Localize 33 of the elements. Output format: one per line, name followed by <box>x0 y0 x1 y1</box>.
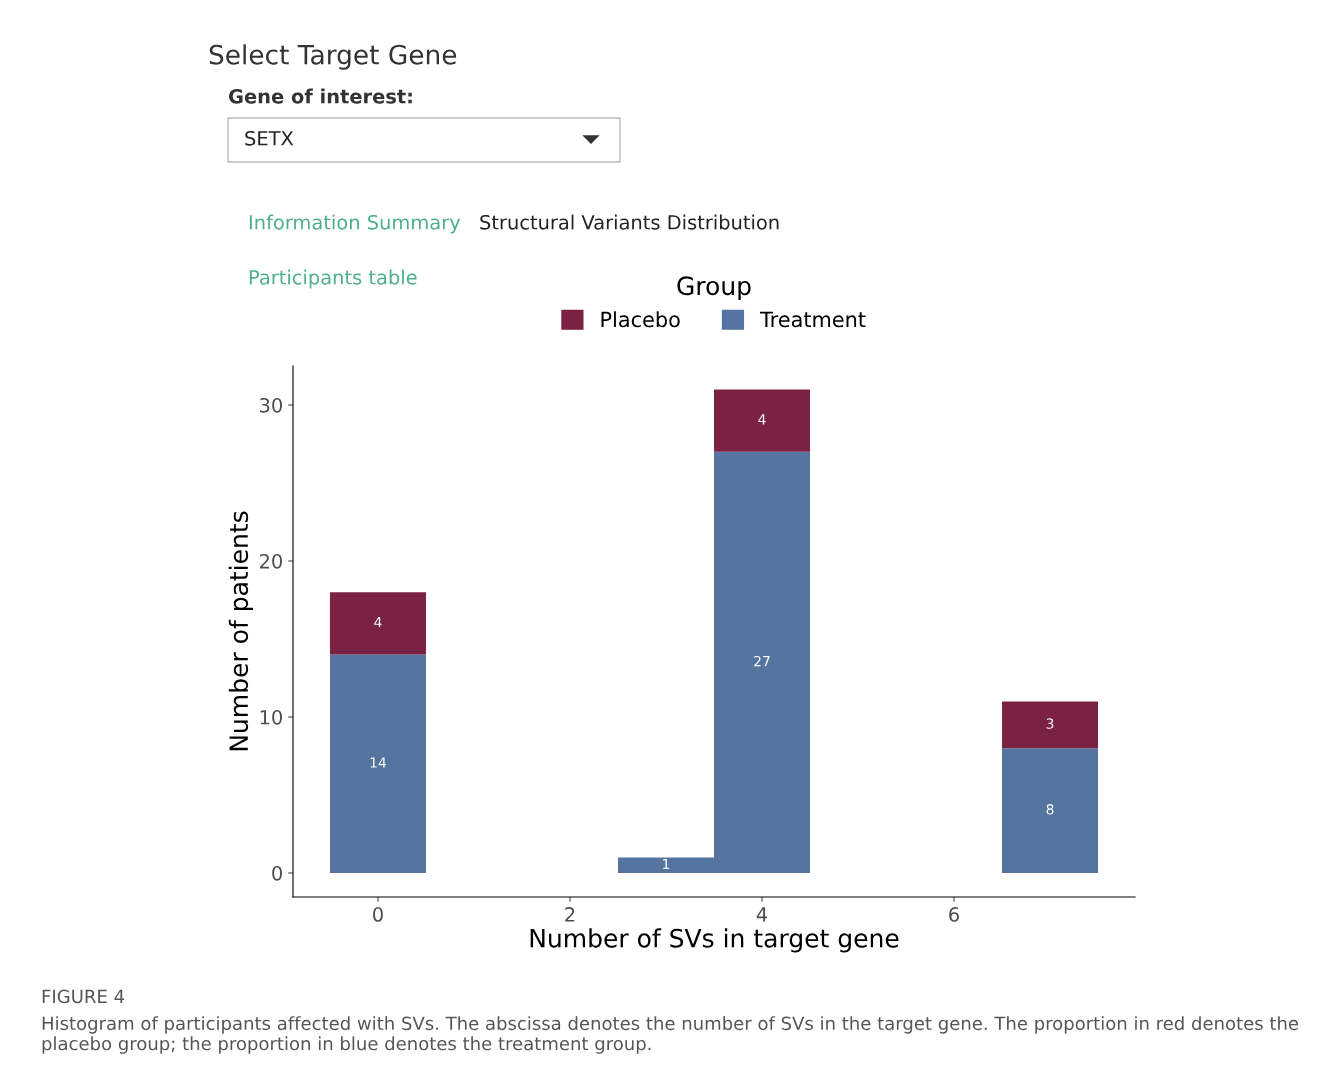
text: Structural Variants Distribution <box>480 214 779 230</box>
y-axis-title: Number of patients <box>228 511 253 751</box>
data-label: 1 <box>663 858 670 870</box>
legend-label: Treatment <box>759 311 866 328</box>
y-tick-label: 20 <box>259 553 282 569</box>
y-tick-label: 10 <box>260 709 282 725</box>
x-axis-title: Number of SVs in target gene <box>530 928 899 953</box>
legend-label: Placebo <box>601 311 680 328</box>
text: SETX <box>245 130 294 146</box>
data-label: 8 <box>1046 804 1054 815</box>
caption: FIGURE 4 <box>42 989 125 1004</box>
x-tick-label: 0 <box>373 907 383 922</box>
y-tick-label: 0 <box>272 865 282 881</box>
data-label: 27 <box>754 655 770 667</box>
text: Histogram of participants affected with SVs. The abscissa denotes the number of SVs in the target gene. The proportion in red denotes the placebo group; the proportion in blue denotes the treatment group. <box>42 1016 1299 1054</box>
data-label: 4 <box>758 414 766 425</box>
bar <box>1002 701 1099 749</box>
text: Information Summary <box>249 214 461 234</box>
x-tick-label: 4 <box>756 907 768 922</box>
data-label: 4 <box>374 617 382 628</box>
bar <box>714 389 811 452</box>
x-tick-label: 2 <box>565 907 575 922</box>
bar <box>1002 748 1099 873</box>
x-tick-label: 6 <box>949 907 959 922</box>
bar <box>329 592 426 655</box>
y-tick-label: 30 <box>260 397 282 413</box>
bar <box>329 654 426 873</box>
data-label: 3 <box>1046 718 1054 729</box>
text: Gene of interest: <box>228 88 412 104</box>
text: Select Target Gene <box>209 44 457 70</box>
data-label: 14 <box>370 757 387 768</box>
legend-title: Group <box>677 276 751 301</box>
text: Participants table <box>249 269 417 289</box>
